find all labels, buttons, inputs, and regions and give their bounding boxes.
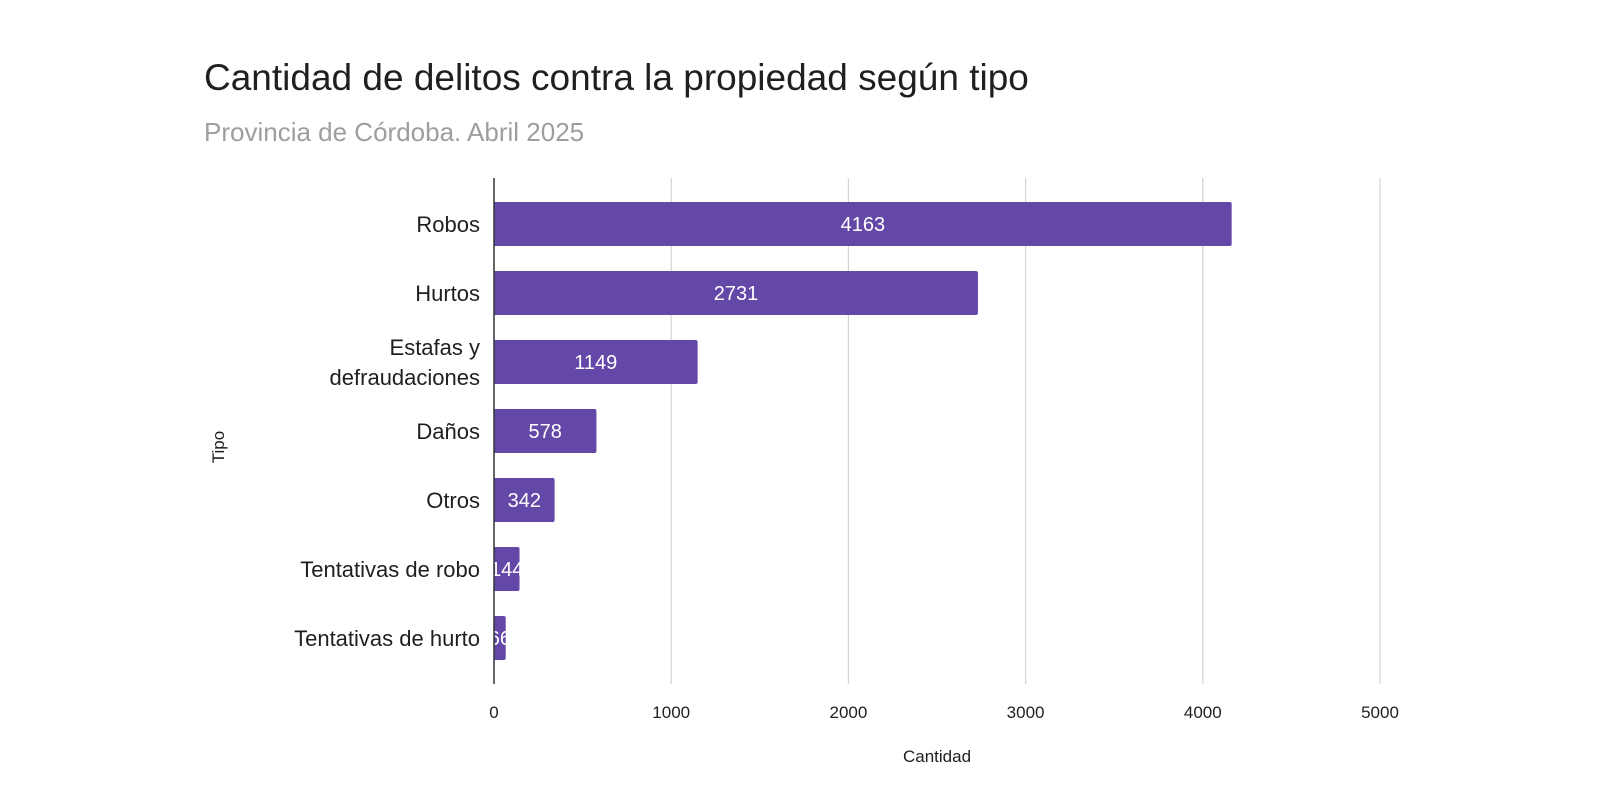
category-label: Robos <box>416 212 480 237</box>
data-label: 342 <box>508 490 541 512</box>
category-label: Estafas y <box>390 335 480 360</box>
category-label: Daños <box>416 419 480 444</box>
data-label: 1149 <box>574 352 617 374</box>
x-tick-label: 5000 <box>1361 703 1399 722</box>
chart-subtitle: Provincia de Córdoba. Abril 2025 <box>204 117 584 147</box>
bar <box>494 547 520 591</box>
bar <box>494 409 597 453</box>
data-labels: 4163 2731 1149 578 342 144 66 <box>489 214 885 650</box>
x-tick-labels: 0 1000 2000 3000 4000 5000 <box>489 703 1399 722</box>
category-label: Hurtos <box>415 281 480 306</box>
x-tick-label: 3000 <box>1007 703 1045 722</box>
x-tick-label: 2000 <box>829 703 867 722</box>
bar <box>494 340 698 384</box>
category-label: defraudaciones <box>330 365 480 390</box>
y-axis-title: Tipo <box>209 431 228 463</box>
data-label: 66 <box>489 628 511 650</box>
data-label: 144 <box>490 559 523 581</box>
x-tick-label: 0 <box>489 703 498 722</box>
category-label: Otros <box>426 488 480 513</box>
bar <box>494 478 555 522</box>
bars <box>494 202 1232 660</box>
category-labels: Robos Hurtos Estafas y defraudaciones Daños O… <box>294 212 480 651</box>
x-tick-label: 4000 <box>1184 703 1222 722</box>
x-tick-label: 1000 <box>652 703 690 722</box>
bar <box>494 271 978 315</box>
x-axis-title: Cantidad <box>903 747 971 766</box>
data-label: 2731 <box>714 283 759 305</box>
data-label: 4163 <box>841 214 886 236</box>
data-label: 578 <box>529 421 562 443</box>
category-label: Tentativas de hurto <box>294 626 480 651</box>
gridlines <box>670 178 1381 684</box>
bar <box>494 616 506 660</box>
chart-title: Cantidad de delitos contra la propiedad … <box>204 57 1029 98</box>
category-label: Tentativas de robo <box>300 557 480 582</box>
bar <box>494 202 1232 246</box>
